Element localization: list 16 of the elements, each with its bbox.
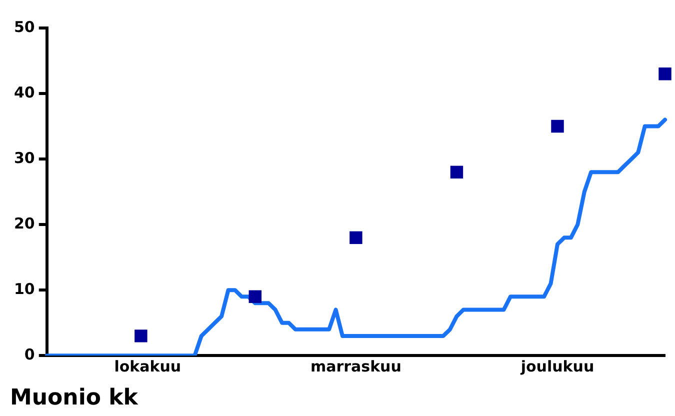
x-tick-label: marraskuu (310, 357, 402, 376)
point (350, 231, 362, 244)
y-tick-label: 10 (14, 280, 35, 298)
y-tick-label: 20 (14, 214, 35, 232)
y-tick-label: 40 (14, 83, 35, 102)
x-tick-label: lokakuu (114, 357, 182, 376)
point (551, 120, 564, 133)
text: Muonio kk (10, 386, 140, 411)
point (134, 330, 148, 342)
point (248, 290, 262, 303)
point (450, 166, 464, 179)
y-tick-label: 30 (14, 148, 35, 167)
y-tick-label: 0 (24, 345, 35, 364)
x-tick-label: joulukuu (520, 357, 594, 376)
y-tick-label: 50 (14, 18, 35, 36)
point (658, 68, 672, 80)
